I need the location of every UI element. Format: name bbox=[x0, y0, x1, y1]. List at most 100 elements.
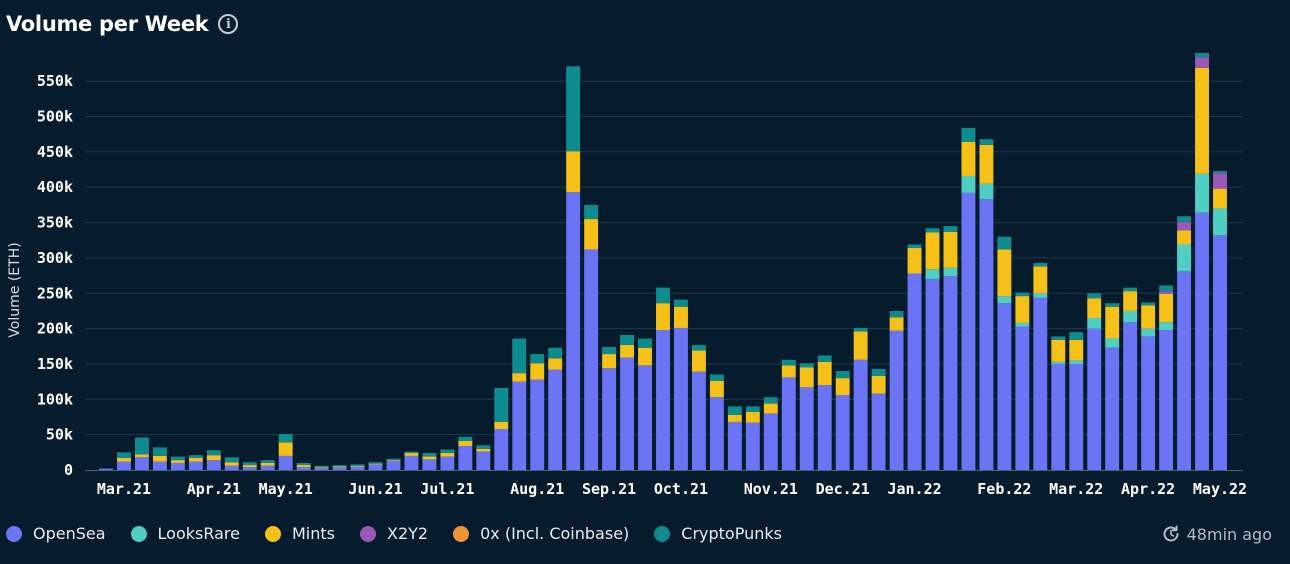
y-tick-label: 300k bbox=[37, 249, 73, 267]
bar-segment-mints bbox=[332, 466, 347, 468]
x-tick-label: Feb.22 bbox=[977, 480, 1031, 498]
bar-segment-opensea bbox=[656, 330, 670, 470]
x-tick-label: Dec.21 bbox=[816, 480, 870, 498]
bar-segment-x2y2 bbox=[1195, 57, 1209, 68]
bar-segment-cryptopunks bbox=[763, 397, 778, 404]
info-icon[interactable]: i bbox=[218, 14, 239, 34]
bar-segment-opensea bbox=[907, 273, 922, 470]
bar-segment-mints bbox=[117, 457, 131, 462]
bar-segment-mints bbox=[1195, 67, 1209, 174]
bar-segment-looksrare bbox=[1141, 328, 1156, 337]
bar-segment-cryptopunks bbox=[1195, 52, 1209, 58]
bar-segment-opensea bbox=[602, 368, 617, 470]
bar-segment-looksrare bbox=[1087, 318, 1102, 329]
bar-segment-opensea bbox=[584, 249, 599, 470]
bar-segment-opensea bbox=[1015, 326, 1030, 470]
bar-segment-mints bbox=[889, 317, 904, 331]
bar-segment-opensea bbox=[494, 429, 509, 470]
bar-segment-cryptopunks bbox=[1051, 336, 1066, 340]
bar-segment-mints bbox=[1069, 339, 1084, 361]
bar-segment-cryptopunks bbox=[943, 226, 958, 232]
bar-segment-mints bbox=[170, 460, 185, 463]
bar-segment-opensea bbox=[817, 385, 832, 470]
bar-segment-cryptopunks bbox=[709, 374, 724, 381]
bar-segment-cryptopunks bbox=[602, 347, 617, 355]
bar-segment-cryptopunks bbox=[1213, 170, 1227, 174]
bar-segment-opensea bbox=[799, 387, 814, 470]
bar-segment-x2y2 bbox=[1213, 173, 1227, 189]
bar-segment-cryptopunks bbox=[781, 359, 796, 366]
legend-item-mints[interactable]: Mints bbox=[265, 524, 335, 543]
y-tick-label: 250k bbox=[37, 284, 73, 302]
bar-segment-cryptopunks bbox=[997, 236, 1012, 250]
bar-segment-cryptopunks bbox=[889, 310, 904, 318]
legend-item-opensea[interactable]: OpenSea bbox=[6, 524, 106, 543]
bar-segment-opensea bbox=[242, 467, 257, 470]
x-tick-label: Apr.22 bbox=[1121, 480, 1175, 498]
bar-segment-cryptopunks bbox=[260, 460, 275, 463]
bar-segment-mints bbox=[350, 465, 365, 467]
bar-segment-looksrare bbox=[1069, 360, 1084, 364]
bar-segment-cryptopunks bbox=[548, 347, 563, 359]
bar-segment-opensea bbox=[691, 371, 706, 470]
legend-item-cryptopunks[interactable]: CryptoPunks bbox=[654, 524, 782, 543]
y-tick-label: 150k bbox=[37, 355, 73, 373]
bar-segment-looksrare bbox=[961, 175, 976, 193]
legend-item-0x[interactable]: 0x (Incl. Coinbase) bbox=[453, 524, 629, 543]
bar-segment-mints bbox=[799, 367, 814, 388]
bar-segment-cryptopunks bbox=[476, 445, 491, 449]
x-tick-label: Mar.21 bbox=[97, 480, 151, 498]
bar-segment-looksrare bbox=[1033, 293, 1048, 298]
legend-item-x2y2[interactable]: X2Y2 bbox=[360, 524, 428, 543]
legend-label: CryptoPunks bbox=[681, 524, 782, 543]
bar-segment-opensea bbox=[260, 465, 275, 470]
chart-header: Volume per Week i bbox=[6, 12, 239, 36]
bar-segment-mints bbox=[1213, 188, 1227, 209]
legend-label: X2Y2 bbox=[387, 524, 429, 543]
bar-segment-cryptopunks bbox=[835, 371, 850, 379]
y-tick-label: 0 bbox=[64, 461, 73, 479]
x-tick-label: May.22 bbox=[1193, 480, 1247, 498]
bar-segment-mints bbox=[763, 403, 778, 414]
bar-segment-opensea bbox=[512, 381, 527, 470]
bar-segment-cryptopunks bbox=[422, 453, 437, 457]
bar-segment-mints bbox=[871, 375, 886, 394]
bar-segment-looksrare bbox=[979, 183, 994, 200]
legend-swatch bbox=[265, 525, 281, 542]
bar-segment-mints bbox=[674, 306, 688, 328]
bar-segment-looksrare bbox=[997, 296, 1012, 304]
bar-segment-opensea bbox=[889, 330, 904, 470]
bar-segment-mints bbox=[1051, 339, 1066, 362]
bar-segment-mints bbox=[548, 358, 563, 370]
bar-segment-looksrare bbox=[1015, 322, 1030, 327]
bar-segment-x2y2 bbox=[1177, 221, 1192, 231]
legend-swatch bbox=[654, 525, 671, 542]
legend-item-looksrare[interactable]: LooksRare bbox=[130, 524, 240, 543]
x-tick-label: Nov.21 bbox=[744, 480, 798, 498]
bar-segment-mints bbox=[368, 463, 383, 465]
bar-segment-cryptopunks bbox=[1141, 302, 1156, 306]
bar-segment-opensea bbox=[224, 465, 239, 470]
bar-segment-mints bbox=[1159, 293, 1174, 323]
bar-segment-cryptopunks bbox=[440, 449, 455, 454]
bar-segment-opensea bbox=[997, 303, 1012, 470]
y-tick-label: 450k bbox=[37, 143, 73, 161]
bar-segment-looksrare bbox=[925, 269, 940, 280]
y-tick-label: 400k bbox=[37, 178, 73, 196]
bar-segment-cryptopunks bbox=[278, 433, 293, 443]
bar-segment-opensea bbox=[404, 455, 419, 470]
bar-segment-opensea bbox=[1177, 271, 1192, 470]
legend-label: 0x (Incl. Coinbase) bbox=[480, 524, 630, 543]
bar-segment-opensea bbox=[979, 199, 994, 470]
bar-segment-mints bbox=[1087, 298, 1102, 319]
bar-segment-cryptopunks bbox=[332, 465, 347, 467]
bar-segment-cryptopunks bbox=[853, 327, 868, 332]
bar-segment-mints bbox=[224, 462, 239, 466]
bar-segment-mints bbox=[1033, 266, 1048, 294]
bar-segment-cryptopunks bbox=[134, 437, 149, 455]
bar-segment-cryptopunks bbox=[404, 451, 419, 454]
bar-segment-opensea bbox=[1087, 328, 1102, 470]
bar-segment-opensea bbox=[206, 460, 221, 470]
y-tick-label: 550k bbox=[37, 72, 73, 90]
refresh-icon[interactable] bbox=[1161, 524, 1181, 544]
